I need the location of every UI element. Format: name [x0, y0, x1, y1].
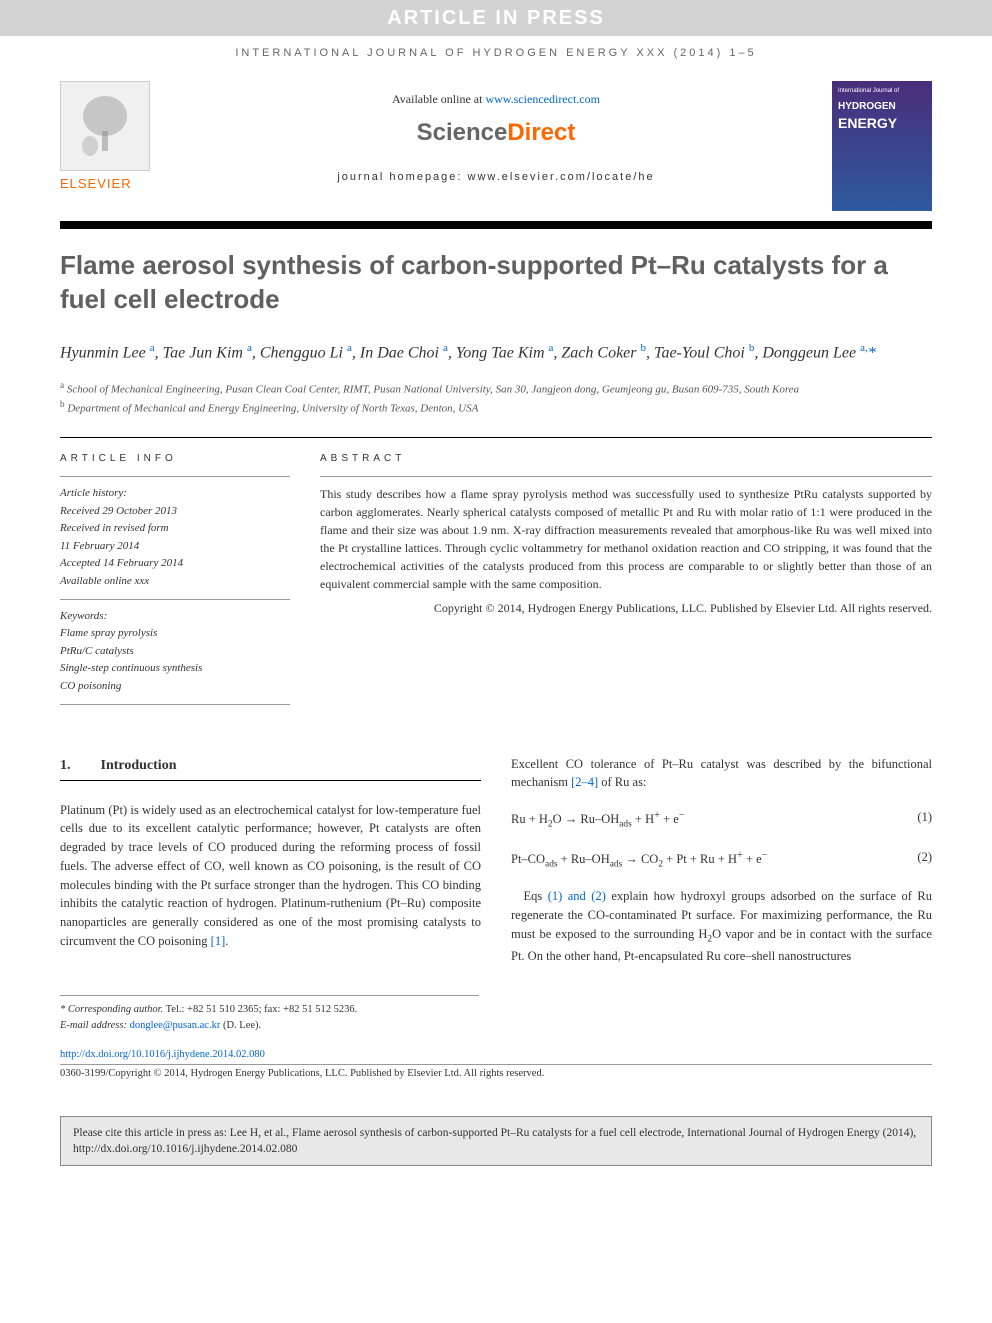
main-content: Flame aerosol synthesis of carbon-suppor…	[0, 229, 992, 1102]
journal-cover: International Journal of HYDROGEN ENERGY	[832, 81, 932, 211]
history-label: Article history:	[60, 485, 290, 503]
affiliation-a: a School of Mechanical Engineering, Pusa…	[60, 379, 932, 398]
intro-p1-end: .	[225, 934, 228, 948]
equation-1: Ru + H2O → Ru–OHads + H+ + e− (1)	[511, 808, 932, 832]
article-title: Flame aerosol synthesis of carbon-suppor…	[60, 249, 932, 317]
footnote-section: * Corresponding author. Tel.: +82 51 510…	[60, 995, 479, 1034]
black-divider	[60, 221, 932, 229]
article-in-press-banner: ARTICLE IN PRESS	[0, 0, 992, 36]
affiliation-b: b Department of Mechanical and Energy En…	[60, 398, 932, 417]
column-left: 1. Introduction Platinum (Pt) is widely u…	[60, 755, 481, 966]
abstract-copyright: Copyright © 2014, Hydrogen Energy Public…	[320, 599, 932, 617]
header-center: Available online at www.sciencedirect.co…	[180, 81, 812, 185]
authors-list: Hyunmin Lee a, Tae Jun Kim a, Chengguo L…	[60, 341, 932, 365]
abstract-column: ABSTRACT This study describes how a flam…	[320, 438, 932, 705]
email-label: E-mail address:	[60, 1020, 130, 1031]
section-1-number: 1.	[60, 758, 71, 773]
sciencedirect-logo: ScienceDirect	[180, 116, 812, 150]
doi-link[interactable]: http://dx.doi.org/10.1016/j.ijhydene.201…	[60, 1049, 265, 1060]
elsevier-tree-icon	[60, 81, 150, 171]
doi-section: http://dx.doi.org/10.1016/j.ijhydene.201…	[60, 1048, 932, 1082]
revised-line2: 11 February 2014	[60, 538, 290, 556]
elsevier-text: ELSEVIER	[60, 175, 160, 193]
cover-title-2: ENERGY	[838, 114, 926, 134]
revised-line1: Received in revised form	[60, 520, 290, 538]
col2-paragraph-2: Eqs (1) and (2) explain how hydroxyl gro…	[511, 887, 932, 965]
col2-p2a: Eqs	[524, 889, 548, 903]
section-1-heading: 1. Introduction	[60, 755, 481, 781]
col2-paragraph-1: Excellent CO tolerance of Pt–Ru catalyst…	[511, 755, 932, 793]
corr-label: * Corresponding author.	[60, 1004, 163, 1015]
article-info-heading: ARTICLE INFO	[60, 438, 290, 476]
cover-top-text: International Journal of	[838, 87, 926, 95]
corresponding-author: * Corresponding author. Tel.: +82 51 510…	[60, 1002, 479, 1018]
intro-p1-text: Platinum (Pt) is widely used as an elect…	[60, 803, 481, 948]
online-date: Available online xxx	[60, 573, 290, 591]
available-prefix: Available online at	[392, 92, 485, 106]
abstract-text-block: This study describes how a flame spray p…	[320, 476, 932, 617]
affiliation-a-text: School of Mechanical Engineering, Pusan …	[67, 383, 799, 395]
bottom-copyright: 0360-3199/Copyright © 2014, Hydrogen Ene…	[60, 1064, 932, 1082]
info-abstract-row: ARTICLE INFO Article history: Received 2…	[60, 437, 932, 705]
keyword-4: CO poisoning	[60, 678, 290, 696]
keyword-2: PtRu/C catalysts	[60, 643, 290, 661]
email-link[interactable]: donglee@pusan.ac.kr	[130, 1020, 221, 1031]
affiliations: a School of Mechanical Engineering, Pusa…	[60, 379, 932, 417]
cite-box: Please cite this article in press as: Le…	[60, 1116, 932, 1166]
eq2-formula: Pt–COads + Ru–OHads → CO2 + Pt + Ru + H+…	[511, 848, 768, 872]
email-line: E-mail address: donglee@pusan.ac.kr (D. …	[60, 1018, 479, 1034]
keyword-1: Flame spray pyrolysis	[60, 625, 290, 643]
eq1-number: (1)	[917, 808, 932, 832]
col2-p1-end: of Ru as:	[598, 775, 646, 789]
eq1-formula: Ru + H2O → Ru–OHads + H+ + e−	[511, 808, 685, 832]
keyword-3: Single-step continuous synthesis	[60, 660, 290, 678]
available-online: Available online at www.sciencedirect.co…	[180, 91, 812, 108]
ref-link-2-4[interactable]: [2–4]	[571, 775, 598, 789]
abstract-body: This study describes how a flame spray p…	[320, 487, 932, 591]
ref-link-eq12[interactable]: (1) and (2)	[548, 889, 606, 903]
section-1-title: Introduction	[101, 758, 177, 773]
corr-contact: Tel.: +82 51 510 2365; fax: +82 51 512 5…	[163, 1004, 357, 1015]
sd-science: Science	[417, 119, 508, 146]
column-right: Excellent CO tolerance of Pt–Ru catalyst…	[511, 755, 932, 966]
keywords-label: Keywords:	[60, 608, 290, 626]
elsevier-logo: ELSEVIER	[60, 81, 160, 193]
journal-reference: INTERNATIONAL JOURNAL OF HYDROGEN ENERGY…	[0, 36, 992, 71]
sciencedirect-link[interactable]: www.sciencedirect.com	[485, 92, 600, 106]
cover-title-1: HYDROGEN	[838, 100, 926, 114]
accepted-date: Accepted 14 February 2014	[60, 555, 290, 573]
journal-homepage: journal homepage: www.elsevier.com/locat…	[180, 170, 812, 185]
received-date: Received 29 October 2013	[60, 503, 290, 521]
keywords-block: Keywords: Flame spray pyrolysis PtRu/C c…	[60, 599, 290, 705]
article-history-block: Article history: Received 29 October 201…	[60, 476, 290, 599]
affiliation-b-text: Department of Mechanical and Energy Engi…	[67, 403, 478, 415]
header-section: ELSEVIER Available online at www.science…	[0, 71, 992, 221]
intro-paragraph-1: Platinum (Pt) is widely used as an elect…	[60, 801, 481, 951]
email-suffix: (D. Lee).	[220, 1020, 261, 1031]
sd-direct: Direct	[507, 119, 575, 146]
ref-link-1[interactable]: [1]	[211, 934, 226, 948]
article-info-column: ARTICLE INFO Article history: Received 2…	[60, 438, 290, 705]
equation-2: Pt–COads + Ru–OHads → CO2 + Pt + Ru + H+…	[511, 848, 932, 872]
eq2-number: (2)	[917, 848, 932, 872]
body-columns: 1. Introduction Platinum (Pt) is widely u…	[60, 755, 932, 966]
abstract-heading: ABSTRACT	[320, 438, 932, 476]
